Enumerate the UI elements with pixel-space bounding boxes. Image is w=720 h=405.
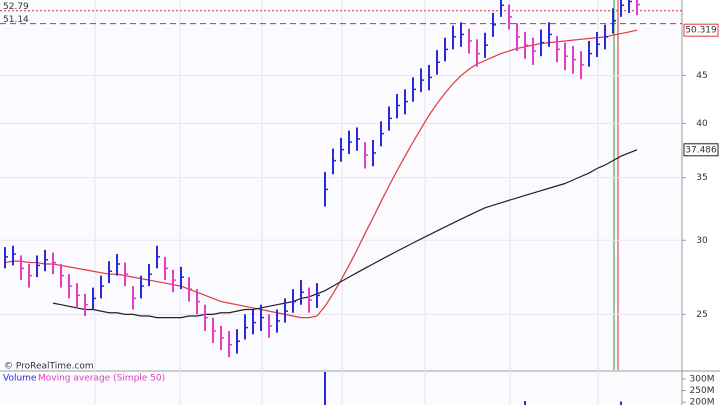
moving-average <box>52 149 638 319</box>
y-tick-label: 30 <box>696 236 708 246</box>
y-tick-label: 45 <box>696 71 707 81</box>
level-label: 52.79 <box>3 2 29 12</box>
volume-title: Volume <box>3 374 37 384</box>
price-pane <box>0 0 682 370</box>
volume-pane <box>0 372 682 405</box>
y-tick-label: 40 <box>696 119 708 129</box>
last-value-box <box>683 143 719 157</box>
y-tick-label: 35 <box>696 173 707 183</box>
last-value-label: 37.486 <box>685 145 717 155</box>
moving-average <box>4 29 638 319</box>
level-label: 51.14 <box>3 15 29 25</box>
vertical-grid <box>94 0 599 405</box>
volume-bar <box>620 401 622 405</box>
volume-tick-label: 300M <box>690 374 715 384</box>
last-value-box <box>683 23 719 37</box>
volume-bar <box>324 372 326 405</box>
volume-tick-label: 250M <box>690 386 715 396</box>
volume-bar <box>524 401 526 405</box>
volume-tick-label: 200M <box>690 398 715 405</box>
y-tick-label: 25 <box>696 310 707 320</box>
source: © ProRealTime.com <box>4 362 94 372</box>
last-value-label: 50.319 <box>685 26 717 36</box>
volume-subtitle: Moving average (Simple 50) <box>38 374 165 384</box>
